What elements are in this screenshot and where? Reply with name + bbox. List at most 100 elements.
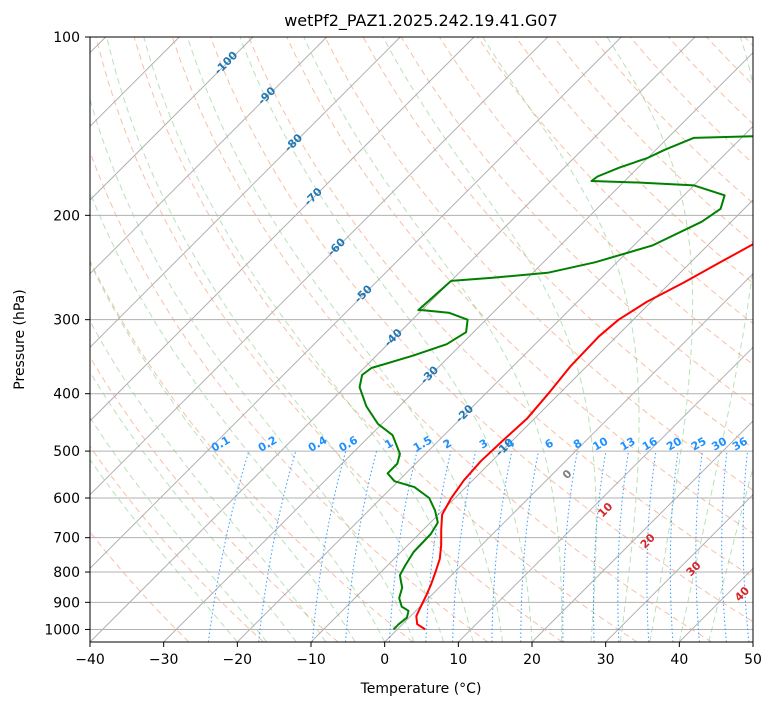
moist-adiabat — [708, 465, 753, 642]
y-tick-label: 500 — [53, 444, 80, 460]
isotherm — [752, 641, 753, 642]
isotherm — [236, 125, 753, 642]
isotherm — [310, 199, 753, 642]
mixing-ratio-line — [258, 450, 297, 642]
mixing-ratio-line — [765, 451, 772, 642]
y-tick-label: 900 — [53, 595, 80, 611]
pressure-gridlines — [90, 37, 753, 630]
dry-adiabat — [90, 259, 414, 642]
x-axis-label: Temperature (°C) — [360, 681, 482, 697]
y-tick-label: 600 — [53, 491, 80, 507]
y-axis-label: Pressure (hPa) — [12, 289, 28, 389]
x-tick-label: −20 — [223, 652, 253, 668]
moist-adiabat — [606, 37, 694, 642]
dry-adiabat — [90, 150, 488, 642]
x-tick-label: −10 — [296, 652, 326, 668]
y-tick-label: 300 — [53, 313, 80, 329]
y-tick-label: 100 — [53, 30, 80, 46]
mixing-ratio-line — [345, 450, 378, 642]
isotherm — [90, 37, 401, 349]
isotherm-label: -60 — [325, 235, 348, 258]
mixing-ratio-line — [452, 450, 477, 642]
isotherm — [384, 272, 753, 642]
dry-adiabat — [90, 531, 190, 642]
mixing-ratio-line — [721, 451, 728, 642]
moist-adiabat — [90, 458, 238, 642]
moist-adiabat — [90, 190, 386, 642]
dry-adiabat — [95, 37, 563, 642]
mixing-ratio-line — [425, 450, 452, 642]
isotherm-label: -80 — [282, 131, 305, 154]
mixing-ratio-line — [520, 451, 539, 642]
dry-adiabat — [286, 37, 753, 534]
moist-adiabat — [90, 370, 297, 642]
dry-adiabat — [90, 356, 339, 642]
mixing-ratio-label: 2 — [441, 437, 454, 452]
mixing-ratio-line — [207, 450, 250, 642]
x-tick-label: −40 — [75, 652, 105, 668]
dry-adiabat — [668, 37, 753, 125]
dry-adiabat — [171, 37, 712, 642]
plot-frame — [89, 36, 754, 643]
x-tick-label: 0 — [380, 652, 389, 668]
isotherm — [90, 37, 475, 422]
x-tick-label: 30 — [597, 652, 615, 668]
dry-adiabat — [438, 37, 753, 366]
y-tick-label: 1000 — [44, 622, 80, 638]
isotherm — [90, 37, 696, 642]
mixing-ratio-label: 6 — [543, 436, 556, 451]
mixing-ratio-line — [491, 450, 513, 642]
y-tick-label: 400 — [53, 387, 80, 403]
moist-adiabat — [106, 37, 445, 642]
mixing-ratio-line — [388, 450, 418, 642]
dry-adiabat — [744, 37, 753, 47]
dry-adiabat — [133, 37, 638, 642]
warm-isotherm-label: 30 — [684, 559, 704, 579]
mixing-ratio-lines — [207, 450, 772, 642]
x-tick-label: 20 — [523, 652, 541, 668]
axes: −40 −30 −20 −10 0 10 20 30 40 5010020030040050060… — [44, 30, 762, 668]
isotherm — [678, 567, 753, 642]
dewpoint-line — [358, 135, 753, 631]
mixing-ratio-line — [742, 451, 750, 642]
moist-adiabat — [90, 320, 327, 642]
dry-adiabat — [324, 37, 753, 491]
isotherm-label: -100 — [212, 48, 241, 77]
isotherm-label: -20 — [453, 402, 476, 425]
profile-lines — [358, 135, 753, 631]
isotherm-label: -50 — [352, 282, 375, 305]
moist-adiabat — [187, 37, 503, 642]
dry-adiabat — [210, 37, 753, 623]
y-tick-label: 800 — [53, 565, 80, 581]
y-tick-label: 200 — [53, 208, 80, 224]
isotherm — [605, 493, 753, 642]
isotherm — [531, 420, 753, 642]
isotherm-grid — [90, 37, 753, 642]
temperature-line — [415, 243, 753, 631]
moist-adiabat — [678, 37, 753, 642]
isotherm — [163, 51, 753, 642]
isotherm — [90, 37, 328, 275]
moist-adiabat — [382, 37, 597, 642]
isotherm — [457, 346, 753, 642]
dry-adiabat — [553, 37, 753, 244]
isotherm-label: -70 — [302, 185, 325, 208]
moist-adiabat — [482, 37, 640, 642]
isotherm — [90, 37, 549, 496]
isotherm-label: -90 — [255, 84, 278, 107]
warm-isotherm-label: 40 — [732, 584, 752, 604]
moist-adiabat — [143, 37, 474, 642]
dry-adiabat — [248, 37, 753, 578]
dry-adiabat — [591, 37, 753, 204]
moist-adiabat — [90, 261, 356, 642]
isotherm — [90, 37, 254, 201]
dry-adiabat — [515, 37, 753, 284]
dry-adiabat — [706, 37, 753, 86]
mixing-ratio-line — [311, 450, 347, 642]
isotherm — [90, 37, 622, 570]
moist-adiabat — [239, 37, 533, 642]
chart-title: wetPf2_PAZ1.2025.242.19.41.G07 — [284, 11, 558, 31]
isotherm-label: -30 — [418, 363, 441, 386]
moist-adiabat — [90, 416, 268, 642]
